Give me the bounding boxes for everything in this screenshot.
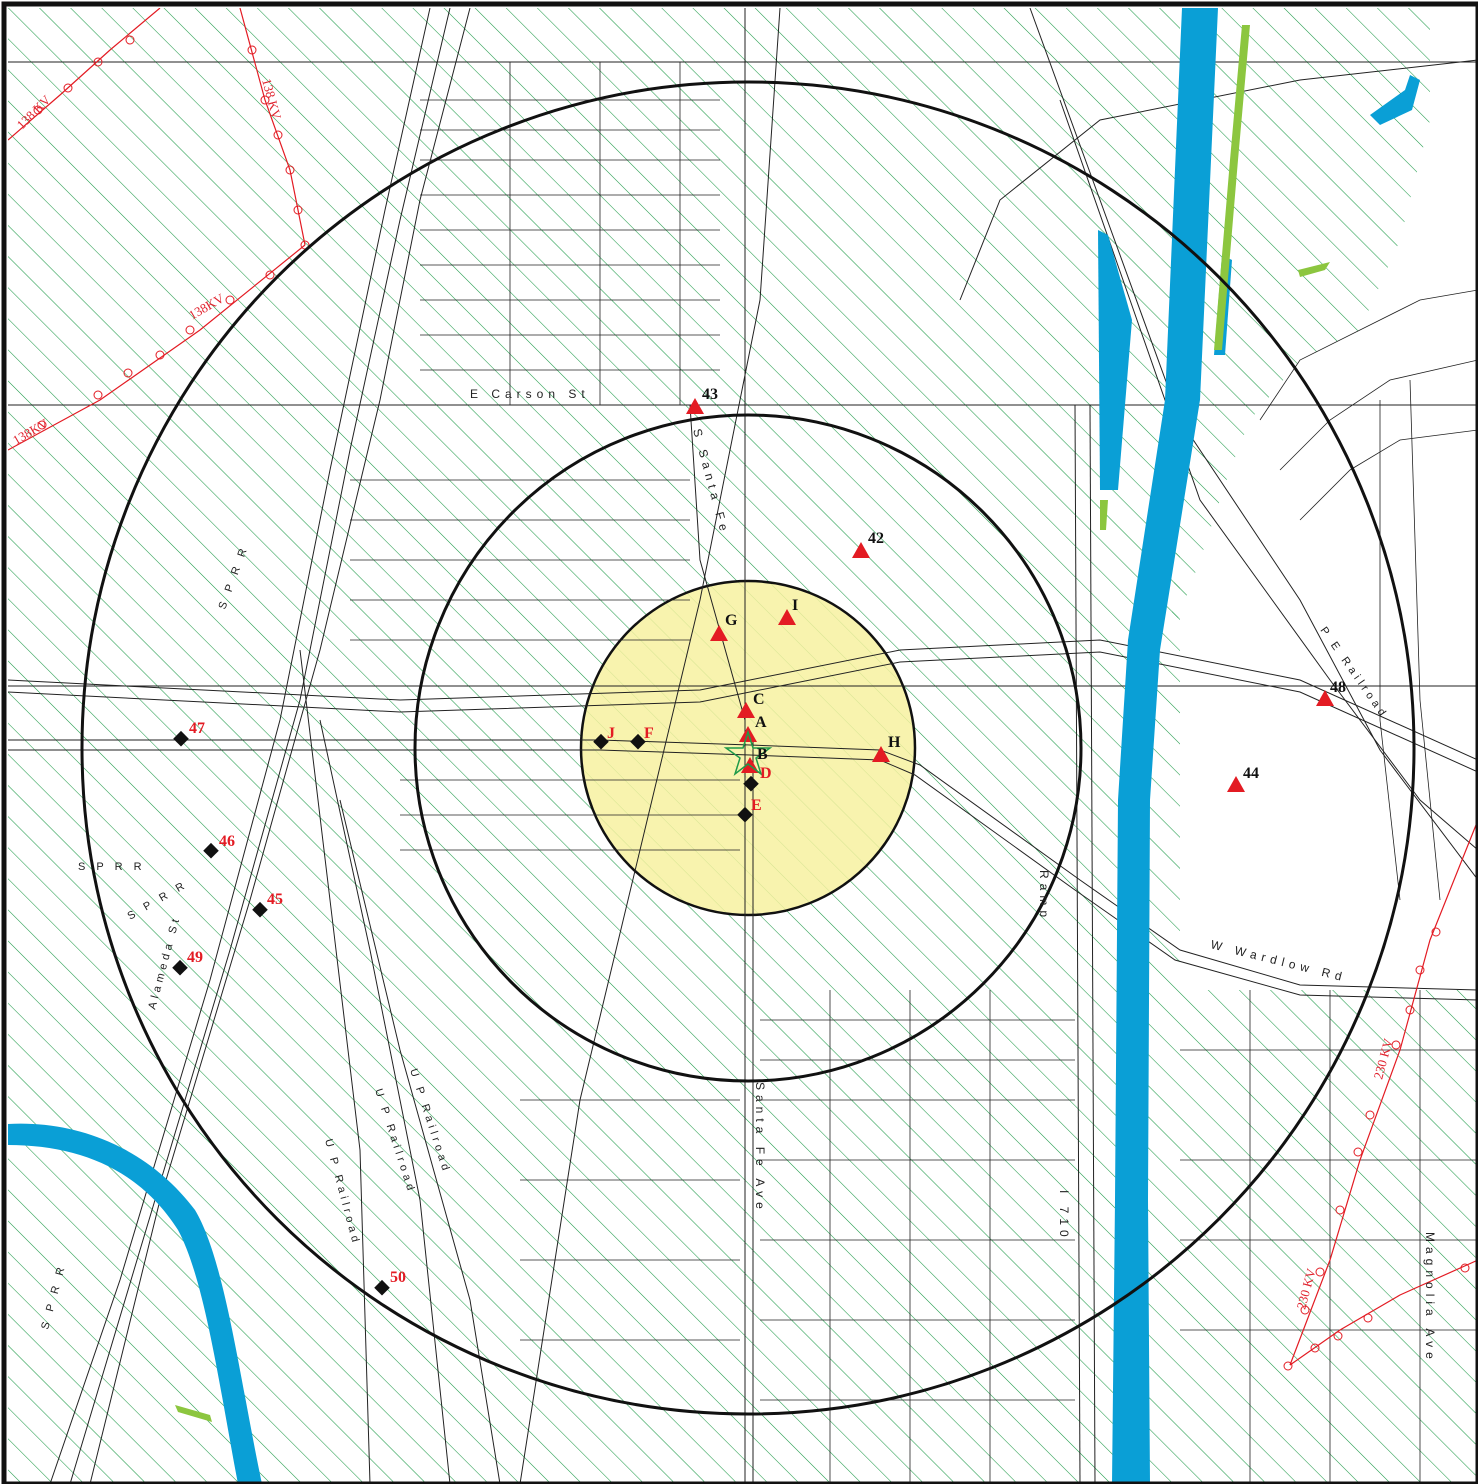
vegetation-strips: [175, 25, 1330, 1422]
site-I-label: I: [792, 597, 798, 614]
street-label-i710: I 710: [1057, 1190, 1071, 1242]
buffer-ring-half-mile: [413, 413, 1083, 1083]
site-48-label: 48: [1330, 679, 1346, 696]
street-label-ramp: Ramp: [1037, 870, 1051, 922]
site-C-marker[interactable]: [737, 702, 755, 718]
site-C-label: C: [753, 691, 765, 708]
site-B-label: B: [757, 746, 768, 763]
site-E-marker[interactable]: [737, 806, 753, 823]
project-site-star: [723, 729, 773, 777]
street-network: [8, 8, 1478, 1484]
site-F-label: F: [644, 725, 654, 742]
street-label-wardlow: W Wardlow Rd: [1209, 937, 1348, 984]
street-label-carson: E Carson St: [470, 387, 590, 401]
site-44-label: 44: [1243, 765, 1259, 782]
site-46-label: 46: [219, 833, 235, 850]
buffer-zone-quarter-mile: [579, 579, 917, 917]
rail-label-sprr-1: S P R R: [78, 861, 146, 873]
site-D-marker[interactable]: [743, 775, 759, 792]
site-D-label: D: [760, 765, 772, 782]
street-label-santa-fe-south: Santa Fe Ave: [753, 1082, 767, 1214]
site-50-label: 50: [390, 1269, 406, 1286]
site-G-label: G: [725, 612, 738, 629]
rail-label-pe: P E Railroad: [1318, 625, 1391, 722]
site-I-marker[interactable]: [778, 609, 796, 625]
site-42-marker[interactable]: [852, 542, 870, 558]
hatched-zone-east-south: [1180, 990, 1478, 1484]
site-48-marker[interactable]: [1316, 690, 1334, 706]
power-line-towers: [33, 35, 1470, 1371]
buffer-ring-one-mile: [80, 80, 1416, 1416]
site-43-label: 43: [702, 386, 718, 403]
site-A-label: A: [755, 714, 767, 731]
site-H-label: H: [888, 734, 901, 751]
site-H-marker[interactable]: [872, 746, 890, 762]
street-label-magnolia: Magnolia Ave: [1423, 1232, 1437, 1364]
site-49-label: 49: [187, 949, 203, 966]
site-markers-triangle: [686, 398, 1334, 792]
site-45-label: 45: [267, 891, 283, 908]
site-J-marker[interactable]: [593, 733, 609, 750]
pond-northeast: [1370, 75, 1420, 125]
site-J-label: J: [607, 725, 615, 742]
site-F-marker[interactable]: [630, 733, 646, 750]
water-channel-west: [8, 1123, 262, 1484]
los-angeles-river: [1112, 8, 1218, 1484]
site-G-marker[interactable]: [710, 625, 728, 641]
freeway-lanes: [8, 639, 1478, 773]
site-E-label: E: [751, 797, 762, 814]
site-44-marker[interactable]: [1227, 776, 1245, 792]
site-43-marker[interactable]: [686, 398, 704, 414]
site-47-label: 47: [189, 720, 205, 737]
site-42-label: 42: [868, 530, 884, 547]
basin-north: [1098, 230, 1132, 490]
